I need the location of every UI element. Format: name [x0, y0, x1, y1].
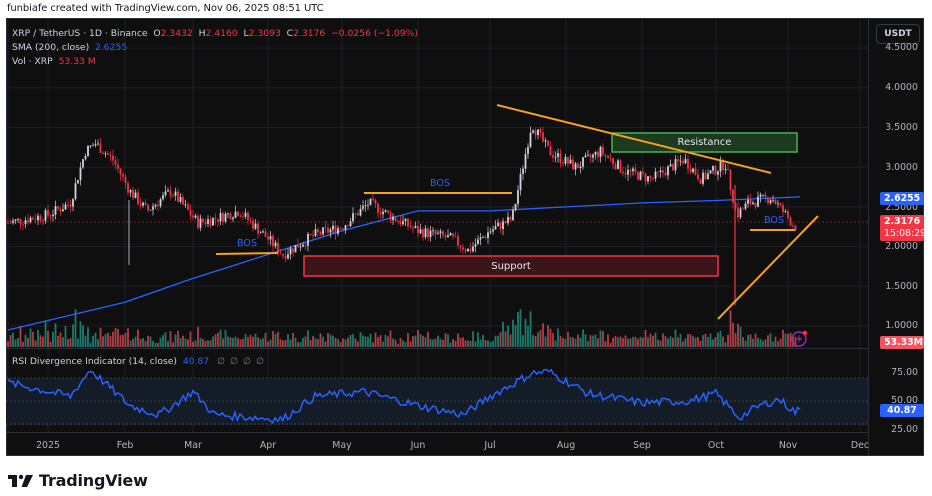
price-tick: 4.0000 — [885, 82, 918, 93]
volume-bars — [7, 309, 797, 347]
open-value: 2.3432 — [160, 28, 193, 39]
time-tick: Aug — [556, 440, 576, 451]
volume-row: Vol · XRP 53.33 M — [12, 55, 418, 69]
time-tick: Jul — [484, 440, 496, 451]
volume-value: 53.33 M — [58, 56, 96, 67]
sma-row: SMA (200, close) 2.6255 — [12, 41, 418, 55]
high-value: 2.4160 — [205, 28, 238, 39]
rsi-tick: 75.00 — [891, 367, 918, 378]
time-tick: Oct — [707, 440, 725, 451]
low-value: 2.3093 — [248, 28, 281, 39]
volume-badge: 53.33M — [880, 336, 924, 349]
bos-label-2: BOS — [430, 178, 451, 189]
rsi-badge: 40.87 — [880, 404, 924, 417]
sma-price-badge: 2.6255 — [880, 192, 924, 205]
rsi-band — [6, 378, 868, 425]
sma-200-line — [7, 196, 801, 331]
time-tick: Mar — [184, 440, 202, 451]
rsi-line — [7, 368, 801, 424]
last-price-badge: 2.3176 15:08:29 — [880, 215, 927, 241]
time-tick: Nov — [778, 440, 798, 451]
time-tick: Dec — [850, 440, 870, 451]
tradingview-brand: TradingView — [39, 471, 148, 490]
price-tick: 3.5000 — [885, 122, 918, 133]
price-tick: 1.0000 — [885, 320, 918, 331]
rsi-tick: 25.00 — [891, 424, 918, 435]
bos-label-3: BOS — [764, 215, 785, 226]
time-tick: Jun — [410, 440, 426, 451]
tradingview-logo-icon — [8, 474, 33, 487]
bos-line-1 — [215, 252, 279, 255]
change-value: −0.0256 (−1.09%) — [331, 28, 418, 39]
lightning-icon[interactable] — [791, 330, 808, 347]
currency-button[interactable]: USDT — [876, 24, 920, 44]
time-tick: Apr — [259, 440, 277, 451]
countdown: 15:08:29 — [884, 228, 927, 239]
price-tick: 2.0000 — [885, 241, 918, 252]
chart-legend: XRP / TetherUS · 1D · Binance O2.3432 H2… — [12, 27, 418, 69]
symbol-label[interactable]: XRP / TetherUS · 1D · Binance — [12, 28, 148, 39]
close-value: 2.3176 — [293, 28, 326, 39]
time-tick: May — [332, 440, 352, 451]
resistance-zone[interactable] — [611, 132, 798, 153]
descending-trendline — [496, 104, 772, 174]
bos-label-1: BOS — [237, 238, 258, 249]
candles — [7, 126, 797, 305]
rsi-value: 40.87 — [182, 356, 210, 367]
price-tick: 1.5000 — [885, 281, 918, 292]
sma-label[interactable]: SMA (200, close) — [12, 42, 90, 53]
price-tick: 3.0000 — [885, 162, 918, 173]
rsi-legend: RSI Divergence Indicator (14, close) 40.… — [12, 356, 265, 367]
price-tick: 4.5000 — [885, 42, 918, 53]
time-tick: Feb — [116, 440, 134, 451]
volume-label[interactable]: Vol · XRP — [12, 56, 53, 67]
support-label: Support — [491, 260, 531, 272]
resistance-label: Resistance — [677, 137, 732, 148]
rsi-label[interactable]: RSI Divergence Indicator (14, close) — [12, 356, 177, 367]
time-tick: 2025 — [36, 440, 60, 451]
symbol-row: XRP / TetherUS · 1D · Binance O2.3432 H2… — [12, 28, 418, 39]
sma-value: 2.6255 — [95, 42, 128, 53]
time-tick: Sep — [633, 440, 651, 451]
ascending-trendline — [717, 215, 819, 320]
price-tick: 2.5000 — [885, 202, 918, 213]
chart-caption: funbiafe created with TradingView.com, N… — [7, 3, 324, 14]
tradingview-logo[interactable]: TradingView — [8, 471, 148, 490]
rsi-tick: 50.00 — [891, 395, 918, 406]
support-zone[interactable] — [303, 255, 719, 277]
